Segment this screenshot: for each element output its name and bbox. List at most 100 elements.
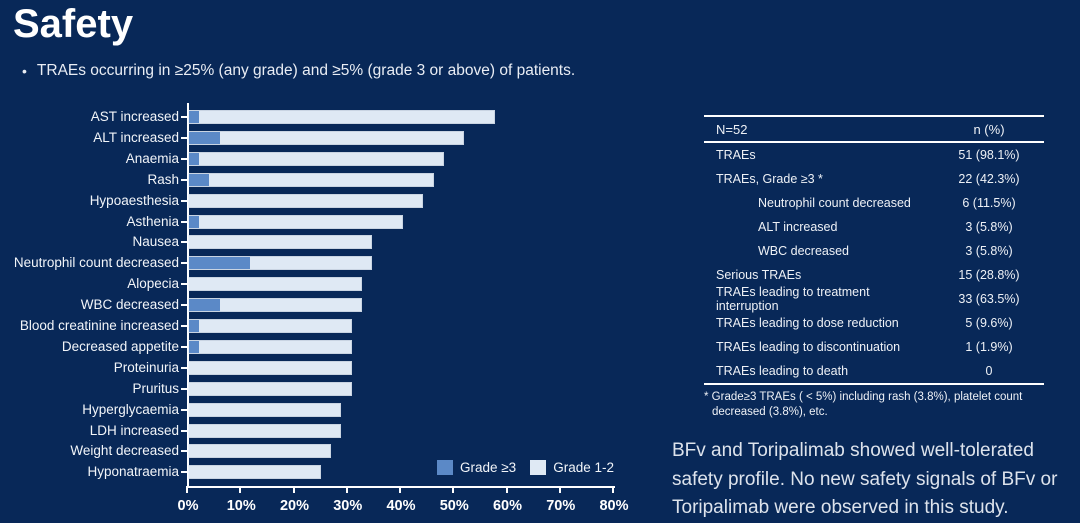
stacked-bar xyxy=(188,110,496,124)
category-label: Pruritus xyxy=(132,380,179,396)
x-axis-tick xyxy=(399,486,401,493)
grade12-segment xyxy=(249,257,372,270)
x-axis-tick-label: 50% xyxy=(439,498,469,514)
stacked-bar xyxy=(188,235,373,250)
x-axis-tick-label: 60% xyxy=(492,498,523,514)
grade3-segment xyxy=(189,215,200,228)
y-axis-tick xyxy=(181,471,187,474)
conclusion-line-1: BFv and Toripalimab showed well-tolerate… xyxy=(672,440,1034,461)
y-axis-tick xyxy=(181,366,187,369)
grade3-segment xyxy=(189,111,200,123)
x-axis-tick xyxy=(452,486,455,493)
grade12-segment xyxy=(189,466,321,479)
table-row: TRAEs leading to discontinuation 1 (1.9%) xyxy=(704,335,1044,359)
legend-item-grade3: Grade ≥3 xyxy=(437,460,516,475)
table-row: WBC decreased 3 (5.8%) xyxy=(704,239,1044,263)
grade12-segment xyxy=(209,173,433,186)
footnote-line-1: * Grade≥3 TRAEs ( < 5%) including rash (… xyxy=(704,391,1023,403)
legend-label-grade3: Grade ≥3 xyxy=(460,460,517,475)
conclusion-line-3: Toripalimab were observed in this study. xyxy=(672,497,1009,518)
grade3-segment xyxy=(189,320,199,332)
x-axis-tick-label: 80% xyxy=(599,498,629,514)
table-bottom-border xyxy=(704,383,1044,385)
table-row: TRAEs leading to treatment interruption 3… xyxy=(704,285,1044,313)
table-row-label: TRAEs leading to discontinuation xyxy=(716,340,901,354)
x-axis-tick-label: 70% xyxy=(546,498,576,514)
category-label: Rash xyxy=(147,171,179,187)
y-axis-tick xyxy=(181,345,187,348)
stacked-bar xyxy=(188,214,404,229)
traes-bar-chart: 0% 10% 20% 30% 40% 50% 60% 70% 80% AST increased A… xyxy=(0,103,660,523)
y-axis-tick xyxy=(181,178,187,181)
grade3-swatch-icon xyxy=(437,460,453,475)
x-axis-tick-label: 20% xyxy=(279,498,310,514)
table-row: Neutrophil count decreased 6 (11.5%) xyxy=(704,191,1044,215)
grade3-segment xyxy=(189,299,220,312)
stacked-bar xyxy=(188,465,322,480)
x-axis-tick-label: 0% xyxy=(177,498,199,514)
x-axis-tick-label: 30% xyxy=(333,498,363,514)
grade3-segment xyxy=(189,340,199,353)
table-row-label: TRAEs leading to death xyxy=(716,364,849,378)
y-axis-line xyxy=(187,103,189,488)
grade12-segment xyxy=(198,320,351,332)
category-label: Asthenia xyxy=(126,213,179,229)
grade12-segment xyxy=(189,194,423,207)
table-row: TRAEs 51 (98.1%) xyxy=(704,143,1044,167)
table-header-npct: n (%) xyxy=(973,121,1005,137)
category-label: AST increased xyxy=(90,109,179,124)
grade12-segment xyxy=(199,215,403,228)
category-label: LDH increased xyxy=(89,422,179,438)
y-axis-tick xyxy=(181,408,187,411)
table-header-row: N=52 n (%) xyxy=(704,115,1044,143)
stacked-bar xyxy=(188,423,342,438)
grade12-segment xyxy=(189,403,341,416)
grade12-segment xyxy=(199,111,495,123)
x-axis-tick-label: 40% xyxy=(386,498,416,514)
stacked-bar xyxy=(188,151,445,166)
table-row-value: 3 (5.8%) xyxy=(965,220,1013,234)
stacked-bar xyxy=(188,444,332,459)
x-axis-tick xyxy=(558,486,561,493)
stacked-bar xyxy=(188,172,434,187)
grade3-segment xyxy=(189,152,200,165)
stacked-bar xyxy=(188,298,363,313)
y-axis-tick xyxy=(181,429,187,432)
x-axis-tick xyxy=(292,486,295,493)
grade3-segment xyxy=(189,173,210,186)
y-axis-tick xyxy=(181,241,187,244)
table-row-label: ALT increased xyxy=(758,220,838,234)
grade12-segment xyxy=(219,131,464,144)
stacked-bar xyxy=(188,256,373,271)
category-label: Anaemia xyxy=(125,150,179,166)
table-row: TRAEs leading to dose reduction 5 (9.6%) xyxy=(704,311,1044,335)
table-row: TRAEs, Grade ≥3 * 22 (42.3%) xyxy=(704,167,1044,191)
safety-summary-table: N=52 n (%) TRAEs 51 (98.1%) TRAEs, Grade ≥… xyxy=(704,115,1044,419)
table-row-label: Neutrophil count decreased xyxy=(758,196,911,210)
page-title: Safety xyxy=(13,2,134,46)
table-row-label: WBC decreased xyxy=(758,244,850,258)
x-axis-tick-label: 10% xyxy=(226,498,256,514)
footnote-line-2: decreased (3.8%), etc. xyxy=(712,405,828,418)
table-row-value: 6 (11.5%) xyxy=(962,196,1016,210)
category-label: Weight decreased xyxy=(70,443,179,459)
table-row: Serious TRAEs 15 (28.8%) xyxy=(704,263,1044,287)
y-axis-tick xyxy=(181,262,187,265)
x-axis-tick xyxy=(612,486,614,493)
x-axis-line xyxy=(187,486,615,488)
grade12-segment xyxy=(199,152,444,165)
y-axis-tick xyxy=(181,325,187,327)
stacked-bar xyxy=(188,381,352,396)
table-row: TRAEs leading to death 0 xyxy=(704,359,1044,383)
grade12-segment xyxy=(189,236,372,249)
table-row-value: 33 (63.5%) xyxy=(958,292,1020,306)
stacked-bar xyxy=(188,339,352,354)
bullet-text: TRAEs occurring in ≥25% (any grade) and … xyxy=(36,62,576,79)
category-label: Blood creatinine increased xyxy=(19,318,179,333)
grade12-segment xyxy=(189,278,362,291)
grade12-segment xyxy=(189,445,331,458)
y-axis-tick xyxy=(181,136,187,139)
conclusion-text: BFv and Toripalimab showed well-tolerate… xyxy=(672,437,1057,523)
category-label: Hypoaesthesia xyxy=(89,192,179,208)
